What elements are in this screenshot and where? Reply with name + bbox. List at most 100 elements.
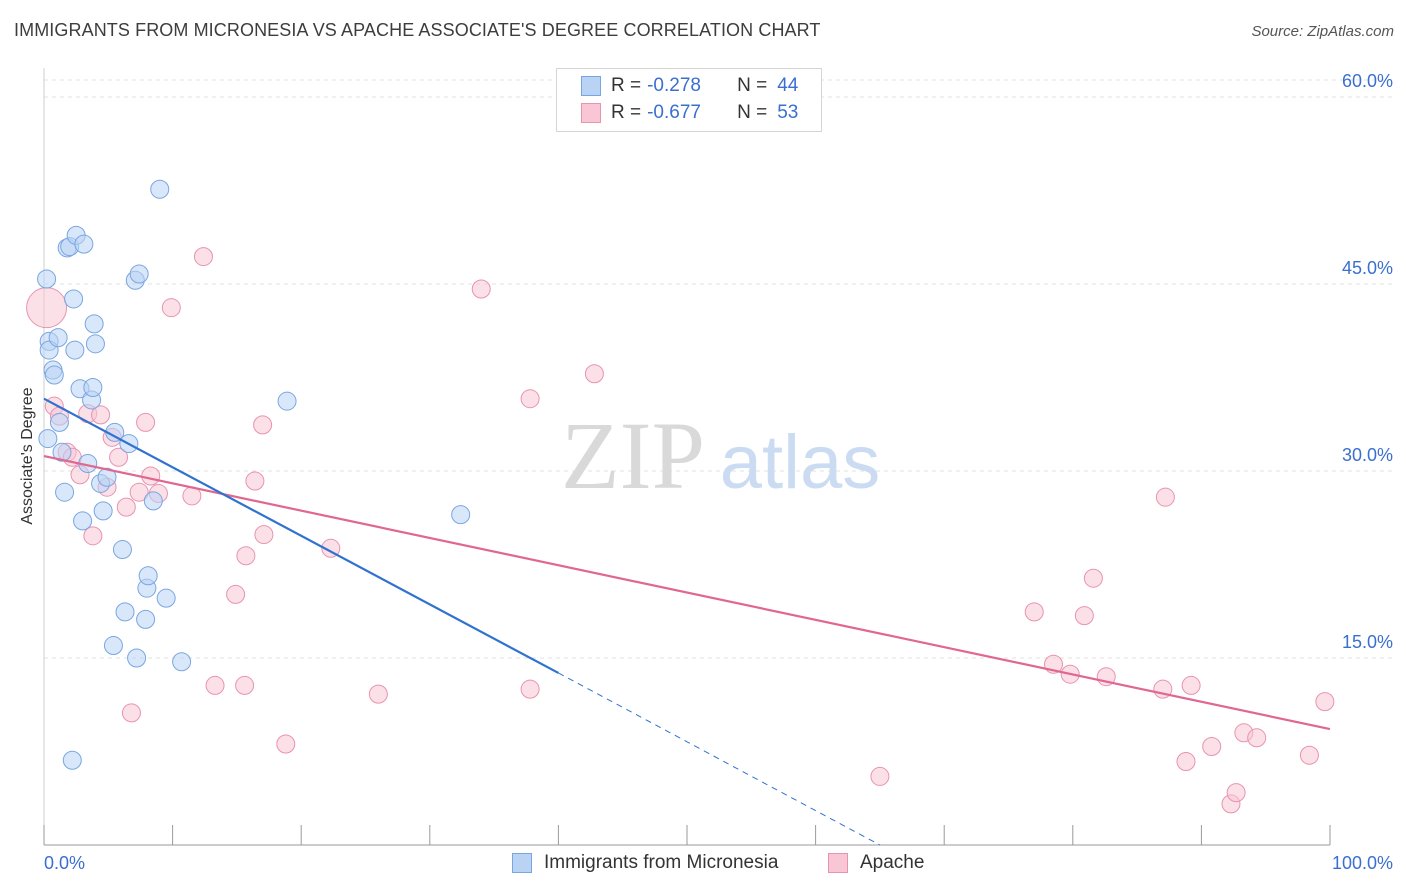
micronesia-point [127, 648, 147, 668]
apache-point [205, 675, 225, 695]
micronesia-point [48, 328, 68, 348]
apache-point [226, 584, 246, 604]
legend-item-apache[interactable]: Apache [828, 852, 924, 874]
watermark: ZIP atlas [561, 402, 880, 509]
apache-point [1226, 783, 1246, 803]
legend-label-apache: Apache [860, 852, 925, 873]
n-label: N = [737, 102, 768, 123]
apache-point [584, 364, 604, 384]
micronesia-point [37, 269, 57, 289]
micronesia-point [83, 377, 103, 397]
y-tick-label: 45.0% [1342, 258, 1393, 278]
apache-point [254, 525, 274, 545]
micronesia-point [97, 467, 117, 487]
apache-points [26, 247, 1335, 814]
micronesia-swatch [581, 76, 601, 96]
apache-point [116, 497, 136, 517]
micronesia-point [143, 491, 163, 511]
apache-point [1315, 692, 1335, 712]
micronesia-point [136, 609, 156, 629]
micronesia-point [49, 412, 69, 432]
apache-point [141, 466, 161, 486]
apache-trendline [43, 454, 1331, 731]
micronesia-point [451, 505, 471, 525]
micronesia-point [44, 365, 64, 385]
x-tick-label: 100.0% [1332, 853, 1393, 873]
micronesia-point [277, 391, 297, 411]
source-label: Source: ZipAtlas.com [1251, 23, 1394, 40]
micronesia-legend-swatch [512, 853, 532, 873]
apache-point [245, 471, 265, 491]
micronesia-point [93, 501, 113, 521]
apache-point [1155, 487, 1175, 507]
apache-point [109, 447, 129, 467]
series-legend: Immigrants from Micronesia Apache [0, 852, 1406, 878]
stats-row-micronesia: R = -0.278 N = 44 [581, 73, 798, 99]
legend-label-micronesia: Immigrants from Micronesia [544, 852, 779, 873]
r-value: -0.278 [647, 75, 701, 96]
micronesia-point [52, 442, 72, 462]
stats-row-apache: R = -0.677 N = 53 [581, 100, 798, 126]
r-value: -0.677 [647, 102, 701, 123]
apache-point [520, 389, 540, 409]
stats-legend: R = -0.278 N = 44 R = -0.677 N = 53 [556, 68, 822, 132]
apache-point [1202, 737, 1222, 757]
watermark-atlas: atlas [720, 420, 881, 505]
apache-point [1299, 745, 1319, 765]
micronesia-point [84, 314, 104, 334]
apache-point [520, 679, 540, 699]
apache-point [253, 415, 273, 435]
apache-point [1024, 602, 1044, 622]
micronesia-trendline-extension [558, 672, 881, 846]
n-value: 53 [777, 102, 799, 123]
apache-point [193, 247, 213, 267]
tick-labels: 15.0% 30.0% 45.0% 60.0% 0.0% 100.0% [44, 71, 1393, 873]
apache-point [121, 703, 141, 723]
apache-point [1083, 568, 1103, 588]
micronesia-point [138, 566, 158, 586]
chart-title: IMMIGRANTS FROM MICRONESIA VS APACHE ASS… [14, 20, 821, 40]
trendlines [43, 397, 1331, 846]
y-tick-label: 60.0% [1342, 71, 1393, 91]
apache-point [1176, 751, 1196, 771]
apache-swatch [581, 103, 601, 123]
micronesia-point [129, 264, 149, 284]
apache-point [368, 684, 388, 704]
micronesia-point [64, 289, 84, 309]
micronesia-point [73, 511, 93, 531]
micronesia-point [62, 750, 82, 770]
r-label: R = [611, 102, 642, 123]
micronesia-point [156, 588, 176, 608]
micronesia-point [172, 652, 192, 672]
apache-point [129, 482, 149, 502]
n-value: 44 [777, 75, 799, 96]
micronesia-trendline [43, 397, 559, 674]
apache-point [1181, 675, 1201, 695]
micronesia-point [150, 179, 170, 199]
r-label: R = [611, 75, 642, 96]
micronesia-point [65, 340, 85, 360]
watermark-zip: ZIP [561, 402, 705, 509]
micronesia-point [112, 540, 132, 560]
apache-point [235, 675, 255, 695]
apache-point [83, 526, 103, 546]
micronesia-point [115, 602, 135, 622]
apache-point [870, 766, 890, 786]
apache-legend-swatch [828, 853, 848, 873]
micronesia-point [103, 636, 123, 656]
apache-point [1074, 606, 1094, 626]
y-tick-label: 15.0% [1342, 632, 1393, 652]
micronesia-point [85, 334, 105, 354]
apache-point [276, 734, 296, 754]
apache-point [136, 412, 156, 432]
apache-point [26, 287, 68, 329]
apache-point [161, 298, 181, 318]
apache-point [236, 546, 256, 566]
grid-lines [44, 79, 1392, 659]
apache-point [91, 405, 111, 425]
micronesia-points [37, 179, 471, 770]
n-label: N = [737, 75, 768, 96]
legend-item-micronesia[interactable]: Immigrants from Micronesia [512, 852, 778, 874]
apache-point [471, 279, 491, 299]
